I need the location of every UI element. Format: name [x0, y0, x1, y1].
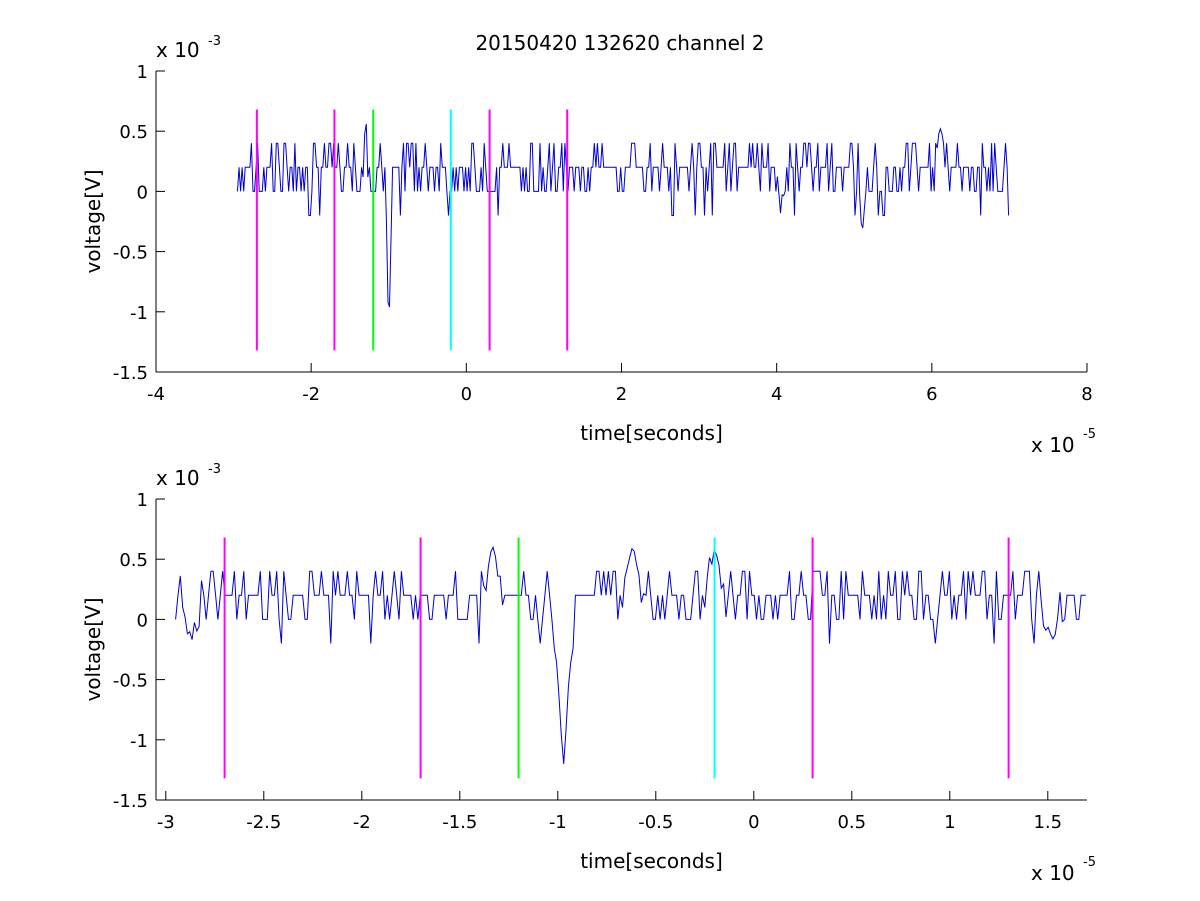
y-tick-label: -0.5	[113, 671, 148, 692]
x-tick-label: -1	[549, 812, 567, 833]
x-tick-label: 4	[771, 384, 782, 405]
x-exponent-label: x 10	[1031, 861, 1075, 885]
top-axes: -4 -2 0 2 4 6 8 -1.5 -1 -0.5 0 0.5 1 time[seconds] vol…	[81, 34, 1096, 457]
x-tick-label: -2	[353, 812, 371, 833]
y-axis-label: voltage[V]	[81, 169, 105, 273]
x-exponent-label: x 10	[1031, 433, 1075, 457]
y-axis-label: voltage[V]	[81, 597, 105, 701]
x-tick-label: -0.5	[638, 812, 673, 833]
x-exponent-power: -5	[1083, 427, 1096, 442]
x-tick-label: -3	[157, 812, 175, 833]
x-exponent-power: -5	[1083, 855, 1096, 870]
y-tick-label: -0.5	[113, 243, 148, 264]
bottom-axes: -3 -2.5 -2 -1.5 -1 -0.5 0 0.5 1 1.5 -1.5 -1 -0.5 0 0.5…	[81, 462, 1096, 885]
y-tick-label: -1	[130, 303, 148, 324]
y-tick-label: 1	[137, 490, 148, 511]
x-tick-label: 0.5	[837, 812, 866, 833]
y-exponent-label: x 10	[156, 38, 200, 62]
x-tick-label: -4	[147, 384, 165, 405]
y-tick-label: 0.5	[119, 122, 148, 143]
x-tick-label: 1.5	[1033, 812, 1062, 833]
y-exponent-label: x 10	[156, 466, 200, 490]
y-tick-label: -1.5	[113, 791, 148, 812]
x-tick-label: 2	[616, 384, 627, 405]
y-tick-label: -1	[130, 731, 148, 752]
x-axis-label: time[seconds]	[580, 421, 723, 445]
y-tick-label: 0	[137, 610, 148, 631]
signal-trace	[175, 545, 1086, 764]
figure-title: 20150420 132620 channel 2	[475, 31, 764, 55]
x-tick-label: -2.5	[246, 812, 281, 833]
y-exponent-power: -3	[208, 462, 221, 477]
y-exponent-power: -3	[208, 34, 221, 49]
signal-trace	[237, 123, 1010, 308]
y-tick-label: 1	[137, 62, 148, 83]
x-tick-label: 8	[1081, 384, 1092, 405]
x-axis-label: time[seconds]	[580, 849, 723, 873]
y-tick-label: -1.5	[113, 363, 148, 384]
x-tick-label: 1	[944, 812, 955, 833]
x-tick-label: 0	[748, 812, 759, 833]
x-tick-label: 6	[926, 384, 937, 405]
x-tick-label: 0	[461, 384, 472, 405]
x-tick-label: -1.5	[442, 812, 477, 833]
x-tick-label: -2	[302, 384, 320, 405]
y-tick-label: 0	[137, 182, 148, 203]
y-tick-label: 0.5	[119, 550, 148, 571]
